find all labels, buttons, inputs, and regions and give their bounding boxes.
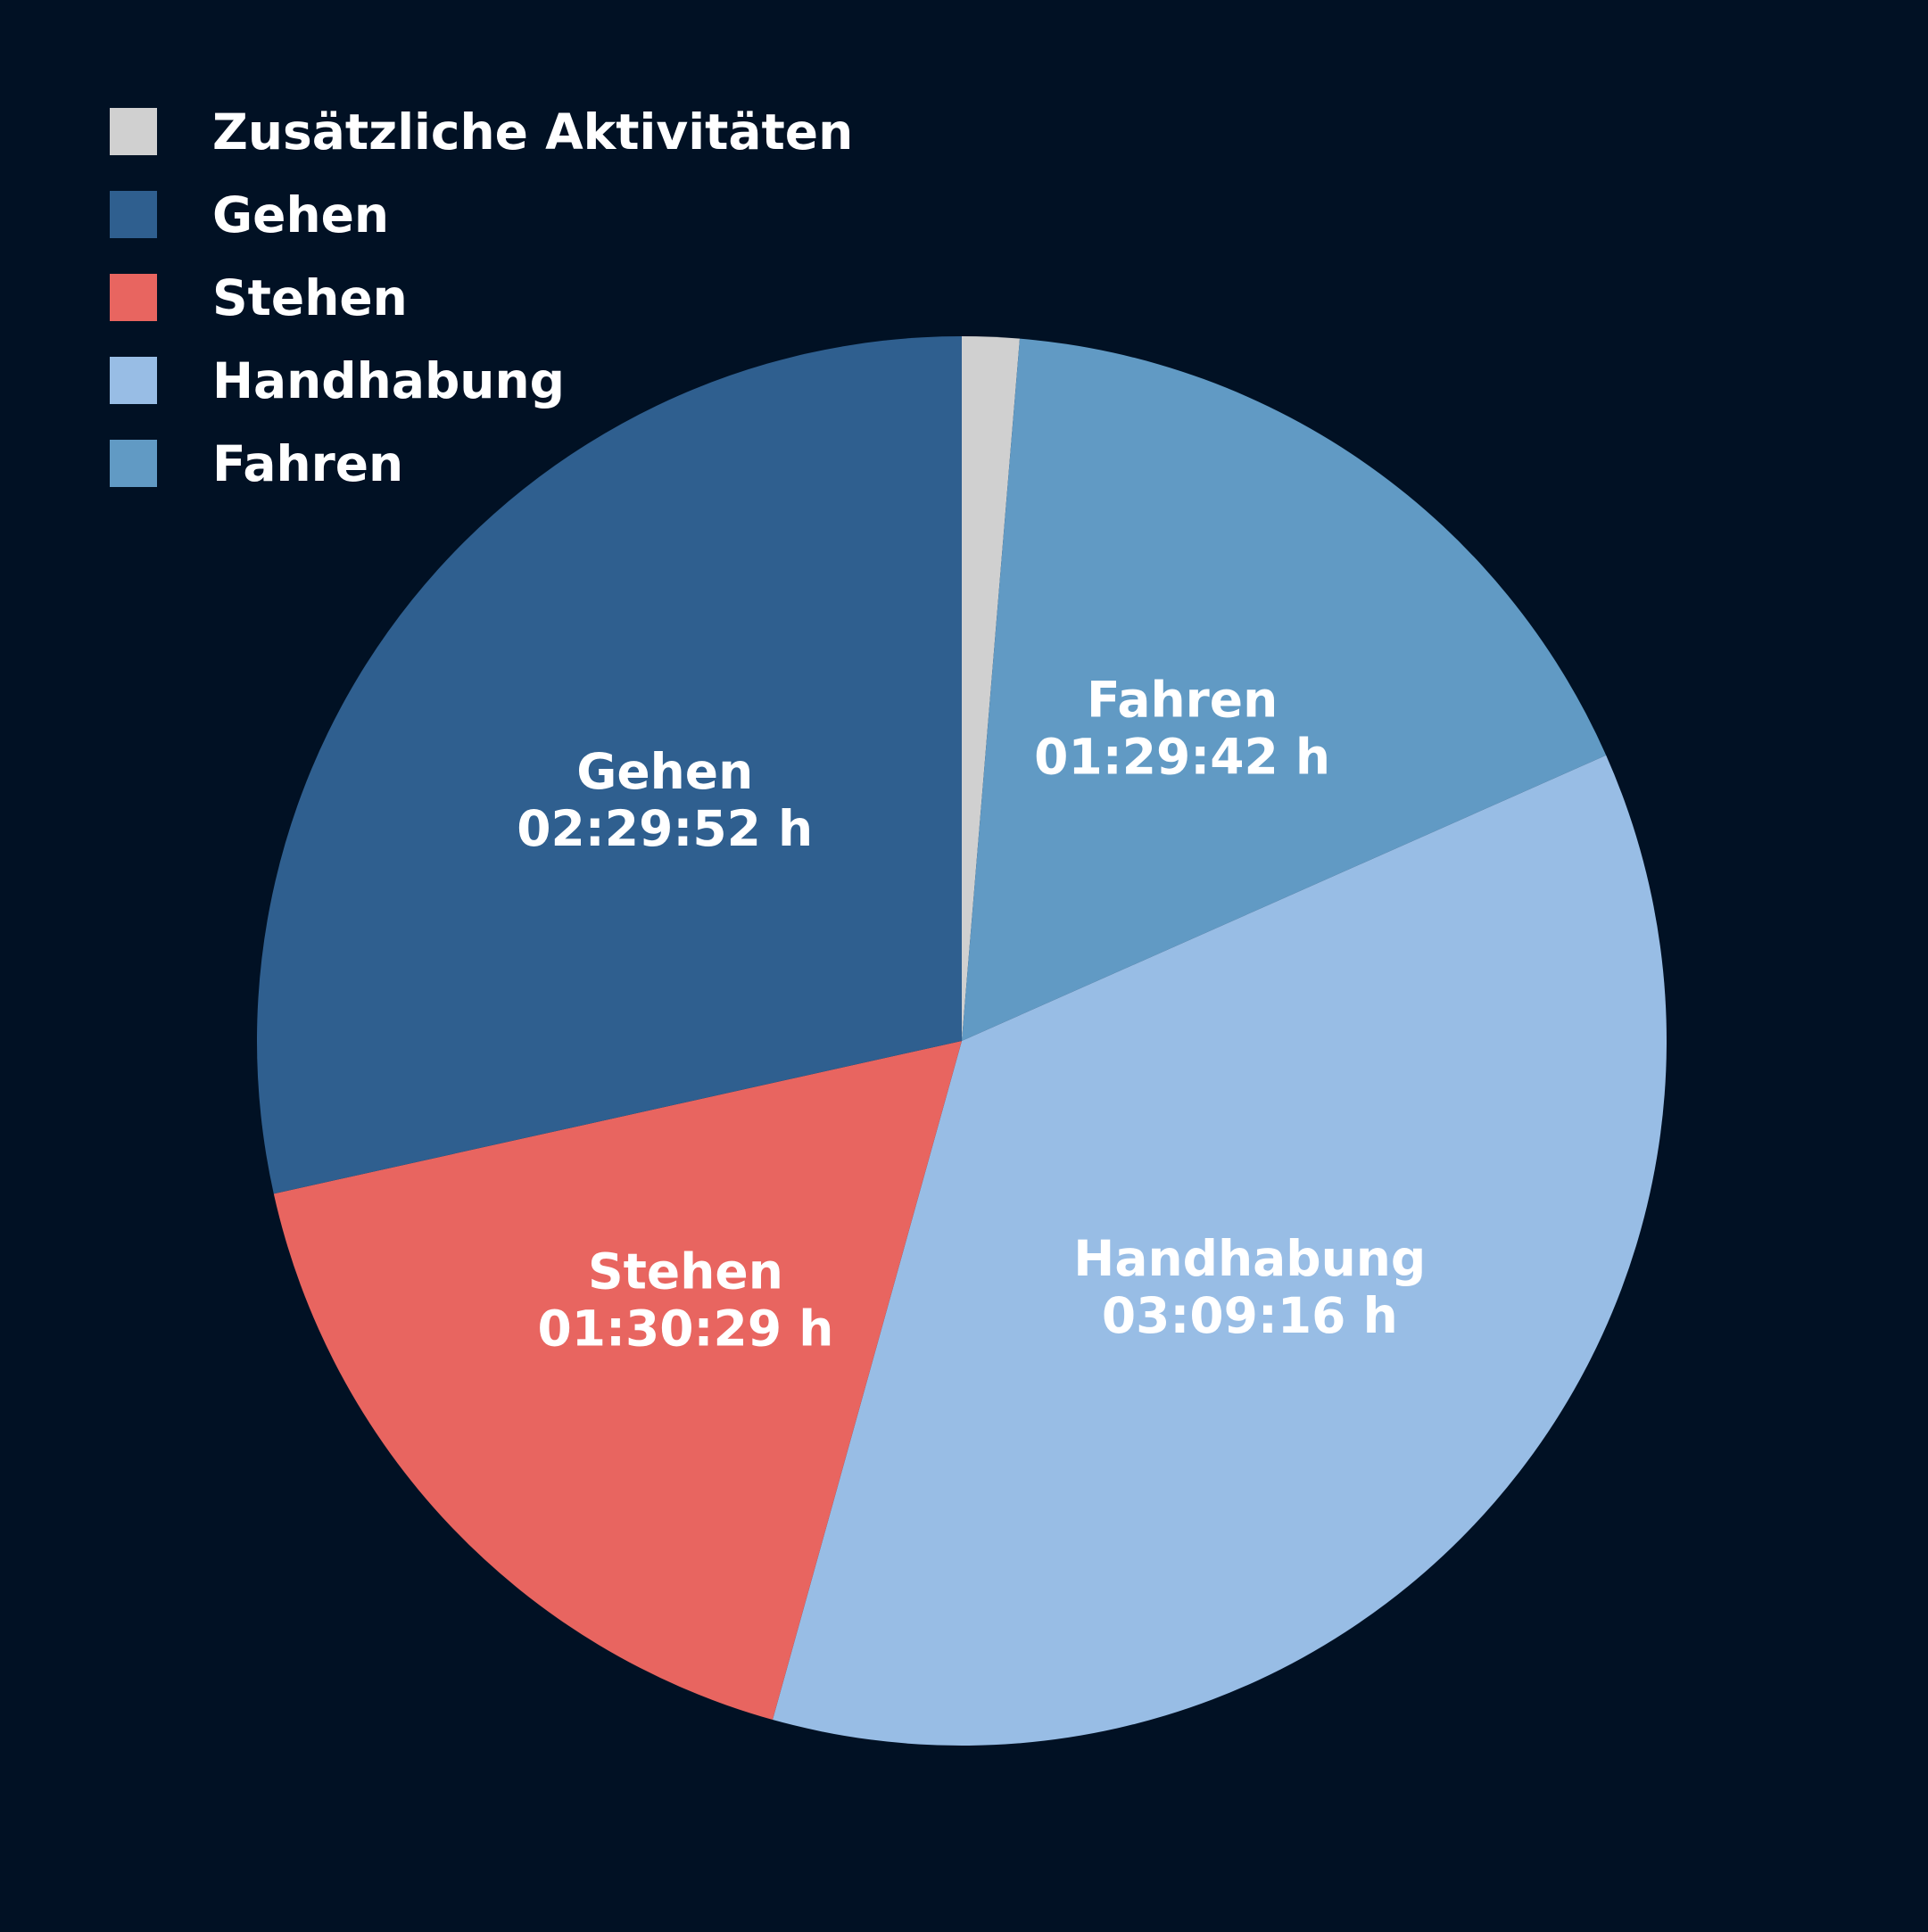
chart-legend: Zusätzliche Aktivitäten Gehen Stehen Handha…: [110, 103, 853, 492]
pie-slices: [256, 336, 1667, 1746]
legend-swatch-gehen: [110, 191, 157, 238]
slice-label-stehen: Stehen: [588, 1243, 783, 1300]
slice-value-gehen: 02:29:52 h: [517, 800, 813, 857]
legend-label-gehen: Gehen: [212, 186, 389, 244]
slice-label-gehen: Gehen: [576, 743, 753, 800]
legend-label-stehen: Stehen: [212, 269, 408, 326]
slice-label-fahren: Fahren: [1087, 671, 1278, 728]
legend-label-fahren: Fahren: [212, 435, 403, 492]
pie-slice-gehen: [256, 336, 962, 1194]
legend-swatch-fahren: [110, 440, 157, 487]
slice-value-fahren: 01:29:42 h: [1034, 728, 1330, 785]
slice-value-stehen: 01:30:29 h: [537, 1300, 833, 1358]
legend-label-zusaetzliche-aktivitaeten: Zusätzliche Aktivitäten: [212, 103, 853, 161]
pie-slice-handhabung: [772, 755, 1667, 1746]
legend-swatch-zusaetzliche-aktivitaeten: [110, 108, 157, 155]
pie-slice-stehen: [273, 1041, 962, 1721]
legend-swatch-handhabung: [110, 357, 157, 404]
pie-slice-zusaetzliche-aktivitaeten: [962, 336, 1021, 1041]
pie-slice-fahren: [962, 338, 1607, 1041]
slice-label-handhabung: Handhabung: [1073, 1230, 1426, 1287]
legend-label-handhabung: Handhabung: [212, 352, 565, 409]
legend-swatch-stehen: [110, 274, 157, 321]
slice-value-handhabung: 03:09:16 h: [1102, 1287, 1398, 1344]
